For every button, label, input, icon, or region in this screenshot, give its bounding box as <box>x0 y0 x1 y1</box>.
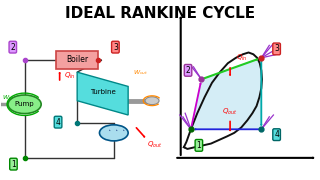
Text: 3: 3 <box>113 43 118 52</box>
Polygon shape <box>191 58 261 129</box>
Text: 1: 1 <box>11 160 16 169</box>
Circle shape <box>145 97 159 105</box>
Text: 4: 4 <box>274 130 279 139</box>
Text: Pump: Pump <box>15 101 35 107</box>
Text: $W_{in}$: $W_{in}$ <box>2 93 14 102</box>
Circle shape <box>100 125 128 141</box>
Text: 1: 1 <box>196 141 201 150</box>
Polygon shape <box>77 72 128 115</box>
Text: Turbine: Turbine <box>90 89 116 95</box>
Text: 2: 2 <box>186 66 190 75</box>
Text: $Q_{out}$: $Q_{out}$ <box>222 106 238 116</box>
Text: $Q_{in}$: $Q_{in}$ <box>64 71 76 81</box>
Text: Boiler: Boiler <box>66 55 88 64</box>
Text: 4: 4 <box>56 118 60 127</box>
Circle shape <box>8 95 41 114</box>
Text: IDEAL RANKINE CYCLE: IDEAL RANKINE CYCLE <box>65 6 255 21</box>
Text: $Q_{out}$: $Q_{out}$ <box>147 140 163 150</box>
Text: 3: 3 <box>274 44 279 53</box>
Text: 2: 2 <box>11 43 15 52</box>
FancyBboxPatch shape <box>56 51 98 69</box>
Text: $W_{out}$: $W_{out}$ <box>133 68 148 76</box>
Text: $Q_{in}$: $Q_{in}$ <box>236 53 247 63</box>
